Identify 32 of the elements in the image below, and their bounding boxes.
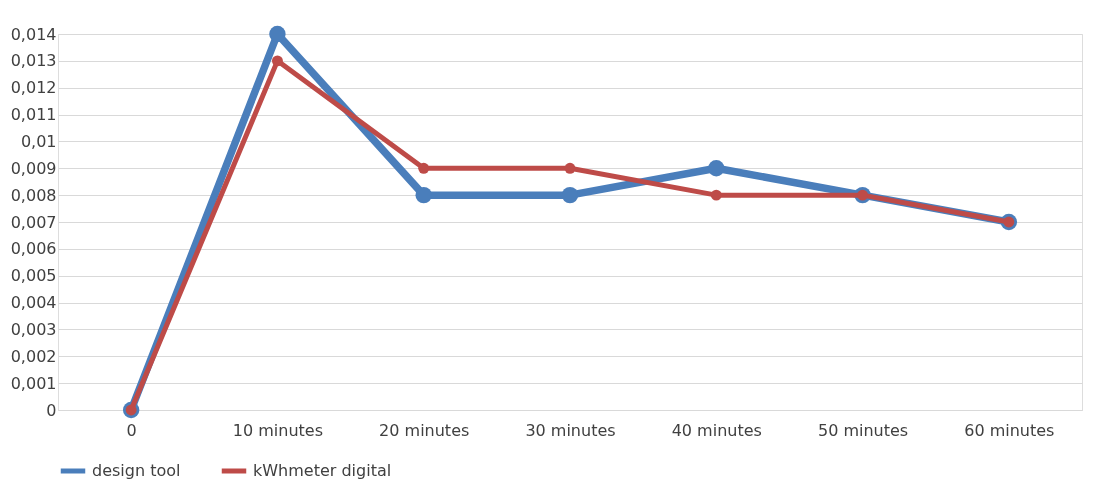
point	[708, 160, 725, 177]
y-tick-label: 0,002	[10, 346, 57, 366]
x-tick-label: 0	[126, 420, 137, 440]
x-tick-label: 50 minutes	[817, 420, 909, 440]
point	[561, 186, 579, 204]
y-tick-label: 0,008	[10, 185, 57, 205]
y-tick-label: 0,014	[10, 24, 57, 44]
x-tick-label: 60 minutes	[964, 420, 1055, 440]
y-tick-label: 0	[46, 400, 57, 420]
legend-label: design tool	[92, 461, 181, 480]
y-tick-label: 0,003	[10, 319, 57, 339]
y-tick-label: 0,004	[10, 293, 57, 313]
y-tick-label: 0,011	[10, 105, 57, 125]
y-tick-label: 0,009	[10, 158, 57, 178]
x-tick-label: 40 minutes	[671, 420, 762, 440]
point	[418, 162, 430, 174]
y-tick-label: 0,01	[20, 131, 57, 151]
x-tick-label: 20 minutes	[379, 420, 470, 440]
y-tick-label: 0,005	[10, 266, 57, 286]
y-tick-label: 0,012	[10, 78, 57, 98]
x-tick-label: 30 minutes	[525, 420, 616, 440]
point	[271, 55, 283, 67]
y-tick-label: 0,001	[10, 373, 57, 393]
point	[710, 189, 722, 201]
legend-label: kWhmeter digital	[253, 461, 392, 480]
point	[415, 186, 432, 204]
x-tick-label: 10 minutes	[232, 420, 324, 440]
point	[269, 25, 286, 43]
y-tick-label: 0,006	[10, 239, 57, 259]
y-tick-label: 0,007	[10, 212, 57, 232]
point	[564, 162, 576, 174]
y-tick-label: 0,013	[10, 51, 57, 71]
